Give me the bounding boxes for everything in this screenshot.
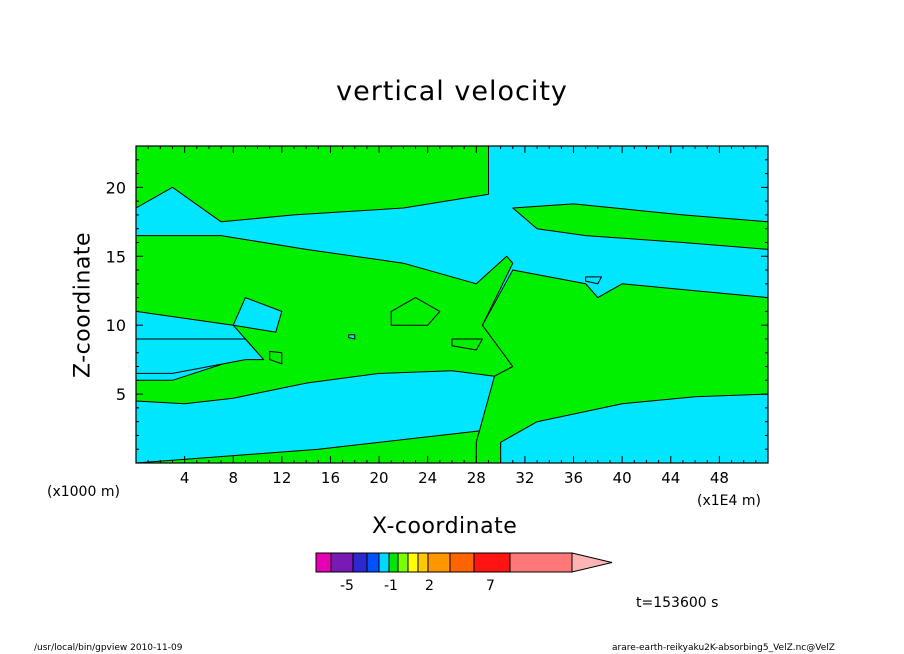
colorbar-swatch <box>417 552 429 573</box>
footer-right: arare-earth-reikyaku2K-absorbing5_VelZ.n… <box>612 643 835 653</box>
x-tick-label: 28 <box>467 469 486 487</box>
colorbar-label: -1 <box>384 578 398 594</box>
x-tick-label: 44 <box>661 469 680 487</box>
contour-region-positive <box>451 338 483 351</box>
chart-title: vertical velocity <box>336 76 568 107</box>
colorbar-swatch <box>315 552 332 573</box>
y-tick-label: 20 <box>106 178 126 197</box>
x-tick-label: 36 <box>564 469 583 487</box>
colorbar-swatch <box>397 552 409 573</box>
colorbar-label: 7 <box>486 578 495 594</box>
colorbar-swatch <box>449 552 475 573</box>
x-tick-label: 32 <box>515 469 534 487</box>
contour-region-negative <box>232 297 283 333</box>
colorbar-swatch <box>378 552 390 573</box>
x-tick-label: 4 <box>180 469 190 487</box>
contour-region-positive <box>269 350 283 365</box>
x-tick-label: 40 <box>613 469 632 487</box>
contour-region-negative <box>348 334 356 340</box>
x-tick-label: 8 <box>228 469 238 487</box>
x-unit-right: (x1E4 m) <box>697 493 761 509</box>
x-unit-left: (x1000 m) <box>47 484 120 500</box>
x-tick-label: 24 <box>418 469 437 487</box>
colorbar-swatch <box>473 552 511 573</box>
x-tick-label: 48 <box>710 469 729 487</box>
y-tick-label: 15 <box>106 247 126 266</box>
y-axis-label: Z-coordinate <box>70 232 96 378</box>
colorbar-swatch <box>427 552 451 573</box>
colorbar-swatch <box>509 552 573 573</box>
y-tick-label: 5 <box>116 385 126 404</box>
contour-region-positive <box>390 297 441 326</box>
colorbar-swatch <box>352 552 368 573</box>
x-tick-label: 20 <box>370 469 389 487</box>
contour-region-negative <box>585 276 602 285</box>
colorbar-swatch <box>388 552 399 573</box>
colorbar-swatch <box>330 552 354 573</box>
x-axis-label: X-coordinate <box>372 514 518 539</box>
footer-left: /usr/local/bin/gpview 2010-11-09 <box>34 643 183 653</box>
colorbar-label: 2 <box>425 578 434 594</box>
colorbar-label: -5 <box>340 578 354 594</box>
contour-region-positive <box>475 269 769 464</box>
colorbar-swatch <box>366 552 380 573</box>
x-tick-label: 16 <box>321 469 340 487</box>
colorbar-arrow <box>571 552 613 573</box>
time-annotation: t=153600 s <box>636 595 719 611</box>
y-tick-label: 10 <box>106 316 126 335</box>
x-tick-label: 12 <box>272 469 291 487</box>
colorbar-swatch <box>407 552 419 573</box>
